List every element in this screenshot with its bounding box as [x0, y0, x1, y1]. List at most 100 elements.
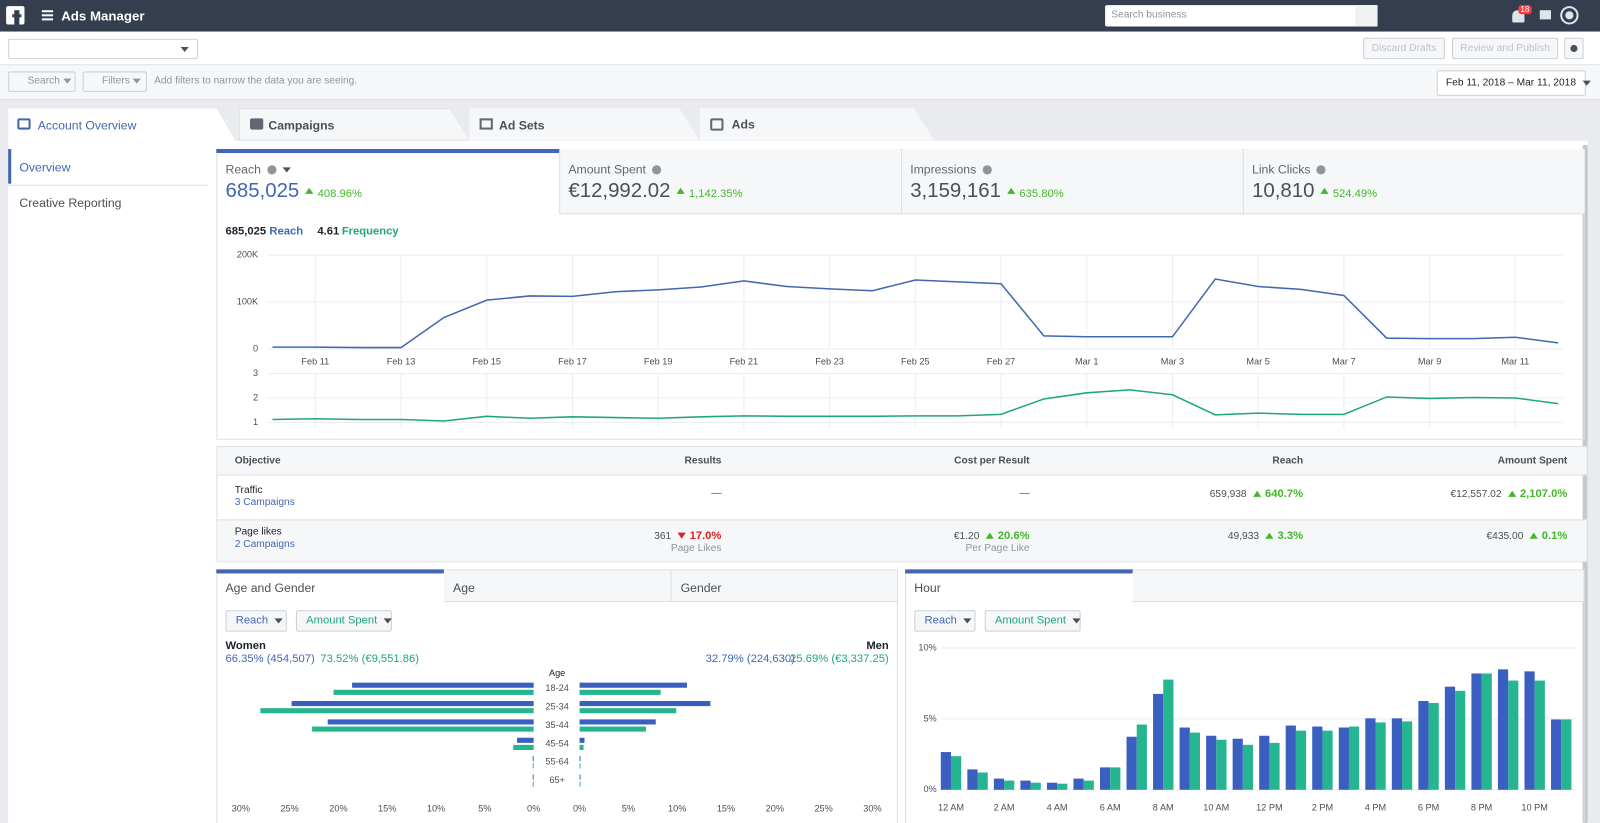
group-reach: 66.35% (454,507): [225, 653, 315, 666]
cell: —: [517, 488, 721, 499]
panel-active-bar: [905, 569, 1133, 574]
filters-label: Filters: [102, 75, 130, 87]
metric-number: 10,810: [1252, 179, 1315, 203]
metric-label[interactable]: Amount Spent: [568, 162, 662, 177]
panel-tab[interactable]: Gender: [680, 580, 722, 595]
campaign-link[interactable]: 3 Campaigns: [234, 496, 295, 509]
metric-label[interactable]: Impressions: [910, 162, 992, 177]
cell: €12,557.02 2,107.0%: [1363, 488, 1567, 500]
hour-panel: [905, 569, 1585, 823]
tab-active[interactable]: [8, 108, 237, 143]
info-icon: [652, 165, 662, 175]
panel-active-bar: [216, 569, 444, 574]
cell-unit: Per Page Like: [965, 542, 1030, 555]
legend-label: Reach: [924, 614, 957, 627]
group-title: Men: [866, 639, 889, 653]
cell-value: —: [711, 487, 722, 499]
filter-bar: [0, 65, 1600, 100]
metric-dropdown[interactable]: Reach: [225, 610, 287, 632]
group-spent: 73.52% (€9,551.86): [320, 653, 420, 666]
tab-label: Campaigns: [268, 118, 335, 133]
tab[interactable]: [469, 108, 700, 141]
cell-change: 17.0%: [689, 529, 722, 542]
discard-drafts-button[interactable]: Discard Drafts: [1363, 37, 1445, 60]
toolbar: [0, 31, 1600, 66]
logo[interactable]: [6, 6, 25, 25]
metric-name: Reach: [225, 162, 261, 177]
cell-value: €435.00: [1486, 530, 1524, 542]
date-range-button[interactable]: Feb 11, 2018 – Mar 11, 2018: [1436, 70, 1591, 96]
legend-label: Amount Spent: [306, 614, 378, 627]
sidebar-item[interactable]: Overview: [19, 160, 71, 175]
objective-table: [216, 445, 1588, 563]
menu-icon[interactable]: [41, 10, 54, 21]
cell-value: —: [1019, 487, 1030, 499]
campaign-link[interactable]: 2 Campaigns: [234, 538, 295, 550]
cell-value: €12,557.02: [1450, 488, 1502, 500]
metric-value: 10,810 524.49%: [1252, 180, 1377, 203]
review-publish-button[interactable]: Review and Publish: [1452, 37, 1559, 60]
metric-value: €12,992.02 1,142.35%: [568, 180, 742, 203]
metric-number: €12,992.02: [568, 179, 671, 203]
table-header: Amount Spent: [1497, 455, 1568, 467]
metric-change: 635.80%: [1019, 187, 1064, 200]
up-arrow: [305, 187, 314, 195]
sidebar-item[interactable]: Creative Reporting: [19, 195, 122, 211]
tab-icon: [249, 118, 264, 130]
metric-dropdown[interactable]: Amount Spent: [295, 610, 392, 632]
cell: €435.00 0.1%: [1363, 530, 1567, 542]
settings-icon[interactable]: [1562, 8, 1577, 23]
metric-change: 524.49%: [1332, 187, 1378, 200]
trend-arrow: [677, 532, 686, 539]
objective: Page likes: [234, 526, 282, 538]
tab-label: Ad Sets: [498, 118, 545, 133]
panel-tab[interactable]: Age: [453, 580, 475, 595]
metric-name: Impressions: [910, 162, 977, 177]
metric-label[interactable]: Reach: [225, 162, 291, 177]
trend-arrow: [1507, 490, 1516, 497]
table-header: Reach: [1272, 455, 1304, 467]
cell: 361 17.0%: [517, 530, 721, 542]
tab-label: Ads: [731, 117, 755, 132]
filters-button[interactable]: Filters: [82, 71, 147, 92]
table-row-bg: [217, 519, 1587, 562]
metric-label[interactable]: Link Clicks: [1252, 162, 1326, 177]
flag-icon[interactable]: [1539, 10, 1552, 20]
divider: [901, 148, 903, 215]
scrollbar[interactable]: [1582, 144, 1588, 823]
table-header: [217, 446, 1587, 476]
tab[interactable]: [238, 108, 470, 141]
cell-value: €1.20: [953, 530, 980, 542]
metric-number: 3,159,161: [910, 179, 1001, 203]
table-header: Cost per Result: [954, 455, 1030, 467]
cell: —: [826, 487, 1030, 499]
metric-value: 685,025 408.96%: [226, 180, 362, 203]
tab[interactable]: [699, 108, 935, 141]
up-arrow: [676, 187, 685, 195]
search-filter-button[interactable]: Search: [8, 71, 76, 92]
app-name: Ads Manager: [61, 8, 145, 24]
metric-name: Amount Spent: [568, 162, 646, 177]
tab-label: Account Overview: [37, 118, 137, 133]
tab-icon: [479, 118, 493, 130]
info-icon: [1316, 165, 1326, 175]
trend-arrow: [1252, 490, 1261, 497]
account-dropdown[interactable]: [8, 38, 198, 60]
metric-dropdown[interactable]: Amount Spent: [984, 610, 1081, 632]
toolbar-settings[interactable]: [1564, 37, 1584, 60]
table-header: Results: [684, 455, 722, 467]
divider: [8, 184, 209, 186]
metric-dropdown[interactable]: Reach: [914, 610, 976, 632]
panel-tab[interactable]: Age and Gender: [225, 580, 316, 595]
panel-tab[interactable]: Hour: [914, 580, 941, 595]
cell-change: 20.6%: [997, 529, 1030, 542]
tab-icon: [710, 118, 724, 131]
metric-value: 3,159,161 635.80%: [910, 180, 1063, 203]
search-box[interactable]: Search business: [1105, 5, 1378, 27]
metric-name: Link Clicks: [1252, 162, 1311, 177]
sidebar-active-bar: [8, 148, 12, 184]
metric-tabs: [559, 148, 1585, 215]
trend-arrow: [1265, 532, 1274, 539]
